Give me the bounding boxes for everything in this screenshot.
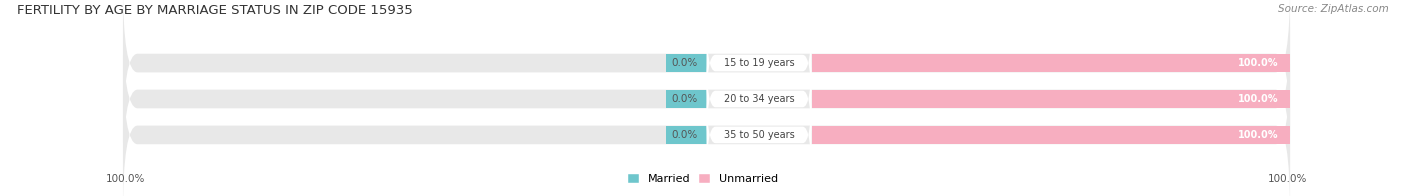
FancyBboxPatch shape	[122, 18, 1291, 180]
Text: 100.0%: 100.0%	[1268, 174, 1308, 184]
Text: Source: ZipAtlas.com: Source: ZipAtlas.com	[1278, 4, 1389, 14]
Text: 100.0%: 100.0%	[1237, 130, 1278, 140]
FancyBboxPatch shape	[122, 54, 1291, 196]
Legend: Married, Unmarried: Married, Unmarried	[623, 169, 783, 189]
Text: 15 to 19 years: 15 to 19 years	[724, 58, 794, 68]
Text: 100.0%: 100.0%	[1237, 58, 1278, 68]
FancyBboxPatch shape	[706, 17, 811, 109]
Text: 20 to 34 years: 20 to 34 years	[724, 94, 794, 104]
FancyBboxPatch shape	[811, 126, 1291, 144]
FancyBboxPatch shape	[665, 126, 706, 144]
FancyBboxPatch shape	[665, 90, 706, 108]
FancyBboxPatch shape	[811, 54, 1291, 72]
FancyBboxPatch shape	[706, 53, 811, 145]
Text: 100.0%: 100.0%	[105, 174, 145, 184]
FancyBboxPatch shape	[706, 89, 811, 181]
Text: 0.0%: 0.0%	[672, 94, 697, 104]
Text: FERTILITY BY AGE BY MARRIAGE STATUS IN ZIP CODE 15935: FERTILITY BY AGE BY MARRIAGE STATUS IN Z…	[17, 4, 412, 17]
Text: 100.0%: 100.0%	[1237, 94, 1278, 104]
FancyBboxPatch shape	[665, 54, 706, 72]
FancyBboxPatch shape	[122, 0, 1291, 143]
FancyBboxPatch shape	[811, 90, 1291, 108]
Text: 0.0%: 0.0%	[672, 130, 697, 140]
Text: 35 to 50 years: 35 to 50 years	[724, 130, 794, 140]
Text: 0.0%: 0.0%	[672, 58, 697, 68]
